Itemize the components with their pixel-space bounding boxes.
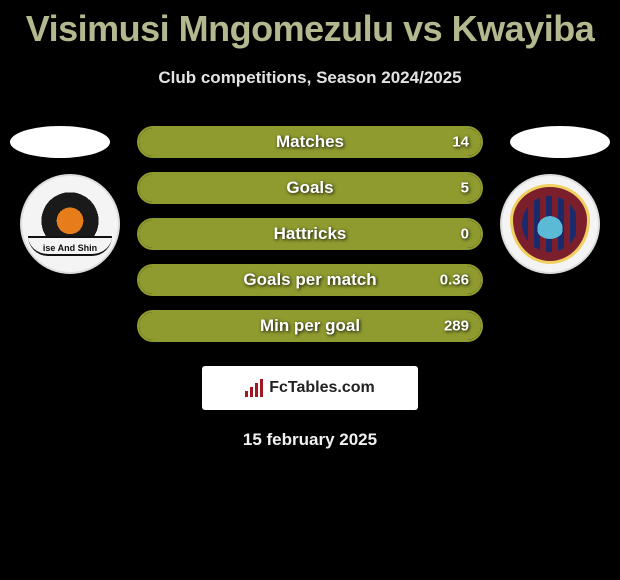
stat-row-min-per-goal: Min per goal 289	[137, 310, 483, 342]
comparison-date: 15 february 2025	[0, 430, 620, 450]
stat-label: Hattricks	[274, 224, 347, 244]
player-right-club-logo	[500, 174, 600, 274]
page-title: Visimusi Mngomezulu vs Kwayiba	[0, 0, 620, 50]
source-name: FcTables.com	[269, 379, 375, 397]
source-badge: FcTables.com	[202, 366, 418, 410]
stat-label: Goals	[286, 178, 333, 198]
stat-row-matches: Matches 14	[137, 126, 483, 158]
stat-value-right: 5	[461, 180, 469, 197]
stat-label: Matches	[276, 132, 344, 152]
stat-row-goals-per-match: Goals per match 0.36	[137, 264, 483, 296]
comparison-area: ise And Shin Matches 14 Goals 5 Hattrick…	[0, 126, 620, 342]
stat-value-right: 0.36	[440, 272, 469, 289]
subtitle: Club competitions, Season 2024/2025	[0, 68, 620, 88]
stats-list: Matches 14 Goals 5 Hattricks 0 Goals per…	[137, 126, 483, 342]
stat-row-hattricks: Hattricks 0	[137, 218, 483, 250]
stat-label: Goals per match	[243, 270, 376, 290]
stat-value-right: 14	[452, 134, 469, 151]
stat-value-right: 289	[444, 318, 469, 335]
player-right-photo	[510, 126, 610, 158]
stat-label: Min per goal	[260, 316, 360, 336]
player-left-photo	[10, 126, 110, 158]
club-left-motto: ise And Shin	[28, 236, 112, 256]
player-left-club-logo: ise And Shin	[20, 174, 120, 274]
stat-value-right: 0	[461, 226, 469, 243]
chart-icon	[245, 379, 263, 397]
stat-row-goals: Goals 5	[137, 172, 483, 204]
